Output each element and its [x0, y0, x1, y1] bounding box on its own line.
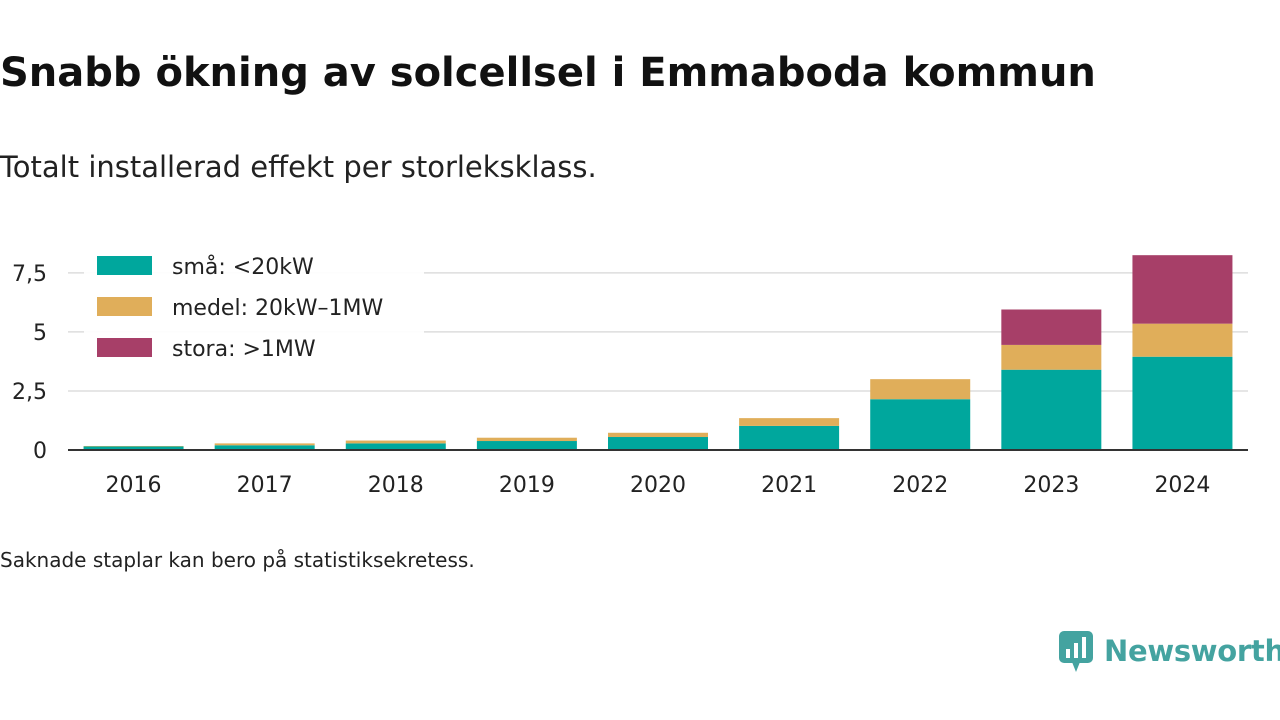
y-axis-ticks: 0 2,5 5 7,5 [12, 262, 47, 464]
bar-segment [870, 399, 971, 450]
bar-segment [739, 418, 840, 426]
legend-label: små: <20kW [172, 254, 314, 280]
stacked-bar-chart: 0 2,5 5 7,5 2016 2017 2018 2019 2020 2021 2022 202… [12, 249, 1248, 498]
bar-segment [214, 445, 315, 450]
legend: små: <20kW medel: 20kW–1MW stora: >1MW [84, 249, 424, 373]
bar-segment [1132, 356, 1233, 450]
x-tick-label: 2019 [499, 473, 555, 498]
y-tick-label: 7,5 [12, 262, 47, 287]
legend-swatch [97, 297, 152, 316]
chart-subtitle: Totalt installerad effekt per storlekskl… [0, 150, 597, 184]
bar-segment [214, 443, 315, 446]
x-axis-ticks: 2016 2017 2018 2019 2020 2021 2022 2023 2024 [106, 473, 1211, 498]
bar-segment [608, 437, 708, 450]
bar-segment [739, 425, 840, 450]
bars [83, 255, 1233, 450]
x-tick-label: 2023 [1023, 473, 1079, 498]
brand-logo: Newsworthy [1058, 628, 1280, 674]
bar-segment [345, 440, 446, 444]
bar-segment [83, 446, 184, 450]
legend-swatch [97, 338, 152, 357]
x-tick-label: 2018 [368, 473, 424, 498]
bar-segment [1001, 369, 1102, 450]
bar-segment [870, 379, 971, 400]
legend-label: stora: >1MW [172, 337, 316, 362]
bar-segment [1001, 309, 1102, 345]
bar-segment [476, 437, 577, 442]
x-tick-label: 2022 [892, 473, 948, 498]
newsworthy-logo-icon [1059, 631, 1093, 672]
bar-segment [608, 432, 708, 438]
x-tick-label: 2017 [237, 473, 293, 498]
legend-swatch [97, 256, 152, 275]
footnote: Saknade staplar kan bero på statistiksek… [0, 548, 475, 572]
x-tick-label: 2024 [1154, 473, 1210, 498]
bar-segment [1132, 255, 1233, 324]
bar-segment [1132, 323, 1233, 357]
brand-name: Newsworthy [1104, 634, 1280, 668]
x-tick-label: 2021 [761, 473, 817, 498]
y-tick-label: 0 [33, 439, 47, 464]
y-tick-label: 5 [33, 321, 47, 346]
y-tick-label: 2,5 [12, 380, 47, 405]
bar-segment [1001, 344, 1102, 370]
bar-segment [345, 443, 446, 450]
x-tick-label: 2020 [630, 473, 686, 498]
bar-segment [476, 441, 577, 450]
legend-label: medel: 20kW–1MW [172, 296, 383, 321]
chart-title: Snabb ökning av solcellsel i Emmaboda ko… [0, 50, 1096, 96]
x-tick-label: 2016 [106, 473, 162, 498]
